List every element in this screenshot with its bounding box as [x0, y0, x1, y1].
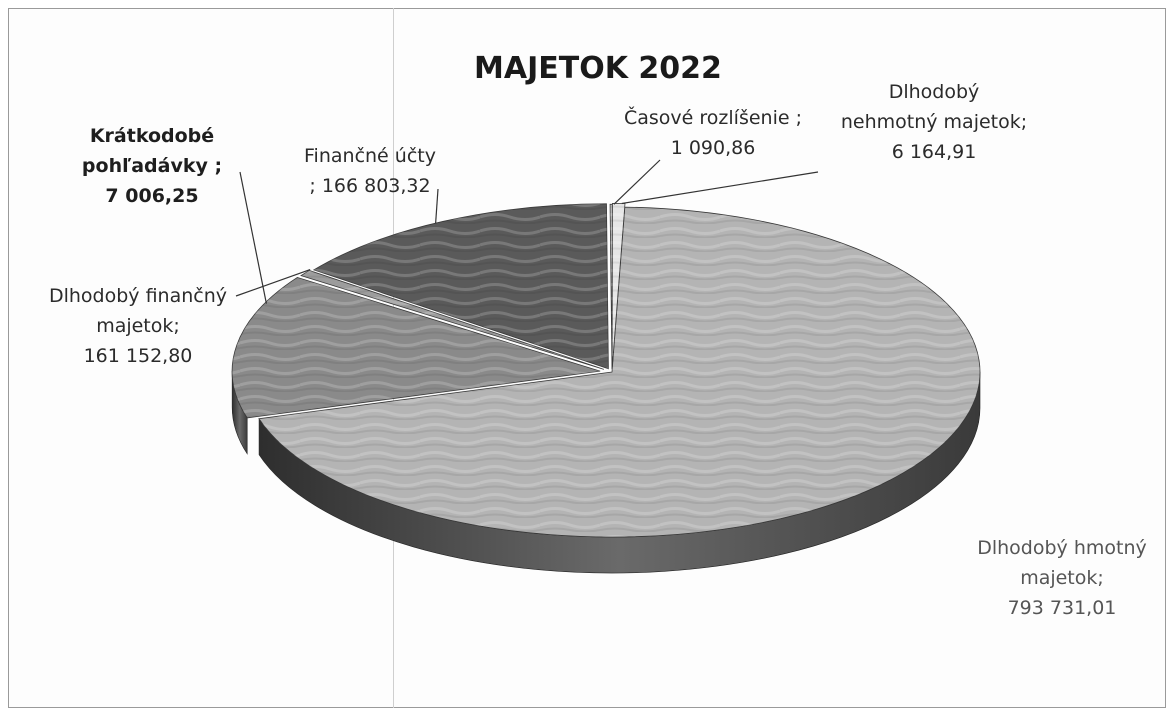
leader-line-1 [235, 269, 311, 297]
data-label-4: Časové rozlíšenie ; 1 090,86 [624, 105, 802, 159]
chart-title: MAJETOK 2022 [474, 51, 722, 86]
pie-slice-texture-4 [610, 204, 613, 370]
data-label-2-line-1: pohľadávky ; [82, 155, 222, 177]
leader-line-4 [613, 159, 661, 205]
data-label-2: Krátkodobé pohľadávky ; 7 006,25 [82, 125, 222, 207]
pie-slice-texture-2 [301, 270, 604, 370]
data-label-4-line-1: 1 090,86 [671, 137, 756, 159]
leader-lines [235, 159, 819, 304]
data-label-3: Finančné účty ; 166 803,32 [304, 145, 436, 197]
pie-slice-texture-5 [612, 203, 625, 369]
data-label-5-line-0: Dlhodobý [889, 81, 980, 103]
leader-line-5 [621, 171, 819, 205]
data-label-5: Dlhodobý nehmotný majetok; 6 164,91 [841, 81, 1027, 163]
data-label-5-line-1: nehmotný majetok; [841, 111, 1027, 133]
pie-slice-texture-0 [259, 207, 980, 537]
data-label-5-line-2: 6 164,91 [892, 141, 977, 163]
data-label-0-line-2: 793 731,01 [1008, 597, 1117, 619]
data-label-0-line-0: Dlhodobý hmotný [977, 537, 1147, 559]
data-label-1-line-2: 161 152,80 [84, 345, 193, 367]
data-label-0: Dlhodobý hmotný majetok; 793 731,01 [977, 537, 1147, 619]
data-label-1-line-0: Dlhodobý finančný [49, 285, 227, 307]
data-label-3-line-1: ; 166 803,32 [309, 175, 430, 197]
leader-line-3 [435, 188, 439, 224]
pie-slice-texture-1 [232, 277, 601, 418]
data-label-2-line-0: Krátkodobé [90, 125, 214, 147]
data-label-0-line-1: majetok; [1020, 567, 1104, 589]
data-label-2-line-2: 7 006,25 [105, 185, 198, 207]
data-labels: Dlhodobý hmotný majetok; 793 731,01Dlhodob… [49, 81, 1147, 619]
data-label-1: Dlhodobý finančný majetok; 161 152,80 [49, 285, 227, 367]
data-label-3-line-0: Finančné účty [304, 145, 436, 167]
pie-slice-texture-3 [313, 203, 609, 369]
pie-layer [231, 203, 981, 574]
data-label-1-line-1: majetok; [96, 315, 180, 337]
data-label-4-line-0: Časové rozlíšenie ; [624, 105, 802, 129]
leader-line-2 [239, 171, 267, 304]
